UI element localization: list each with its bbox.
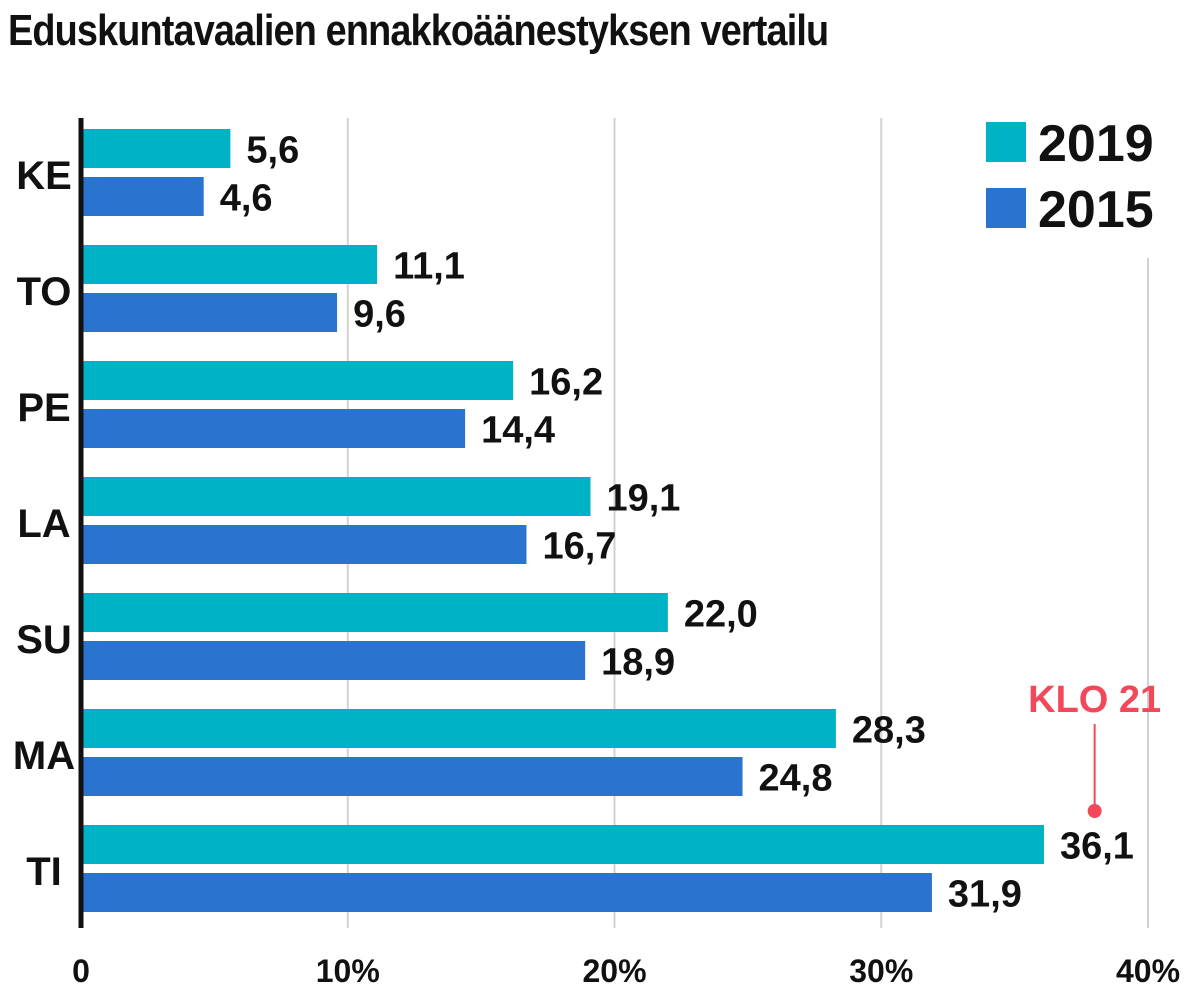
x-tick-label-2: 20% — [582, 953, 646, 989]
data-label-2015-TI: 31,9 — [948, 874, 1022, 916]
x-tick-label-1: 10% — [316, 953, 380, 989]
bar-2015-TO — [81, 293, 338, 332]
data-label-2015-TO: 9,6 — [353, 294, 406, 336]
data-label-2019-TO: 11,1 — [393, 246, 465, 288]
bar-2019-TO — [81, 245, 378, 284]
bar-2019-LA — [81, 477, 591, 516]
category-label-TI: TI — [26, 850, 62, 894]
category-label-SU: SU — [16, 618, 72, 662]
bar-2015-MA — [81, 757, 743, 796]
legend-swatch-2019 — [986, 122, 1026, 162]
data-label-2015-PE: 14,4 — [481, 410, 555, 452]
annotation-dot — [1087, 804, 1102, 818]
x-tick-label-3: 30% — [849, 953, 913, 989]
bar-2015-KE — [81, 177, 204, 216]
data-label-2019-LA: 19,1 — [606, 478, 680, 520]
category-label-TO: TO — [17, 270, 72, 314]
category-label-LA: LA — [17, 502, 70, 546]
bar-2019-PE — [81, 361, 514, 400]
data-label-2015-MA: 24,8 — [759, 758, 833, 800]
data-label-2015-KE: 4,6 — [220, 178, 273, 220]
bar-2015-LA — [81, 525, 527, 564]
annotation-label: KLO 21 — [1028, 679, 1161, 721]
bar-2019-SU — [81, 593, 668, 632]
bar-2015-SU — [81, 641, 586, 680]
category-label-KE: KE — [16, 154, 72, 198]
chart-title: Eduskuntavaalien ennakkoäänestyksen vert… — [8, 6, 829, 55]
data-label-2015-LA: 16,7 — [542, 526, 616, 568]
data-label-2019-SU: 22,0 — [684, 594, 758, 636]
bar-2015-PE — [81, 409, 466, 448]
data-label-2015-SU: 18,9 — [601, 642, 675, 684]
data-label-2019-TI: 36,1 — [1060, 826, 1134, 868]
bar-2019-MA — [81, 709, 836, 748]
category-label-PE: PE — [17, 386, 70, 430]
bar-2019-TI — [81, 825, 1044, 864]
legend-label-2019: 2019 — [1038, 115, 1154, 173]
data-label-2019-PE: 16,2 — [529, 362, 603, 404]
bar-2019-KE — [81, 129, 231, 168]
category-label-MA: MA — [13, 734, 75, 778]
bar-2015-TI — [81, 873, 932, 912]
data-label-2019-KE: 5,6 — [246, 130, 299, 172]
data-label-2019-MA: 28,3 — [852, 710, 926, 752]
legend-swatch-2015 — [986, 188, 1026, 228]
x-tick-label-0: 0 — [72, 953, 90, 989]
x-tick-label-4: 40% — [1116, 953, 1180, 989]
legend-label-2015: 2015 — [1038, 181, 1154, 239]
